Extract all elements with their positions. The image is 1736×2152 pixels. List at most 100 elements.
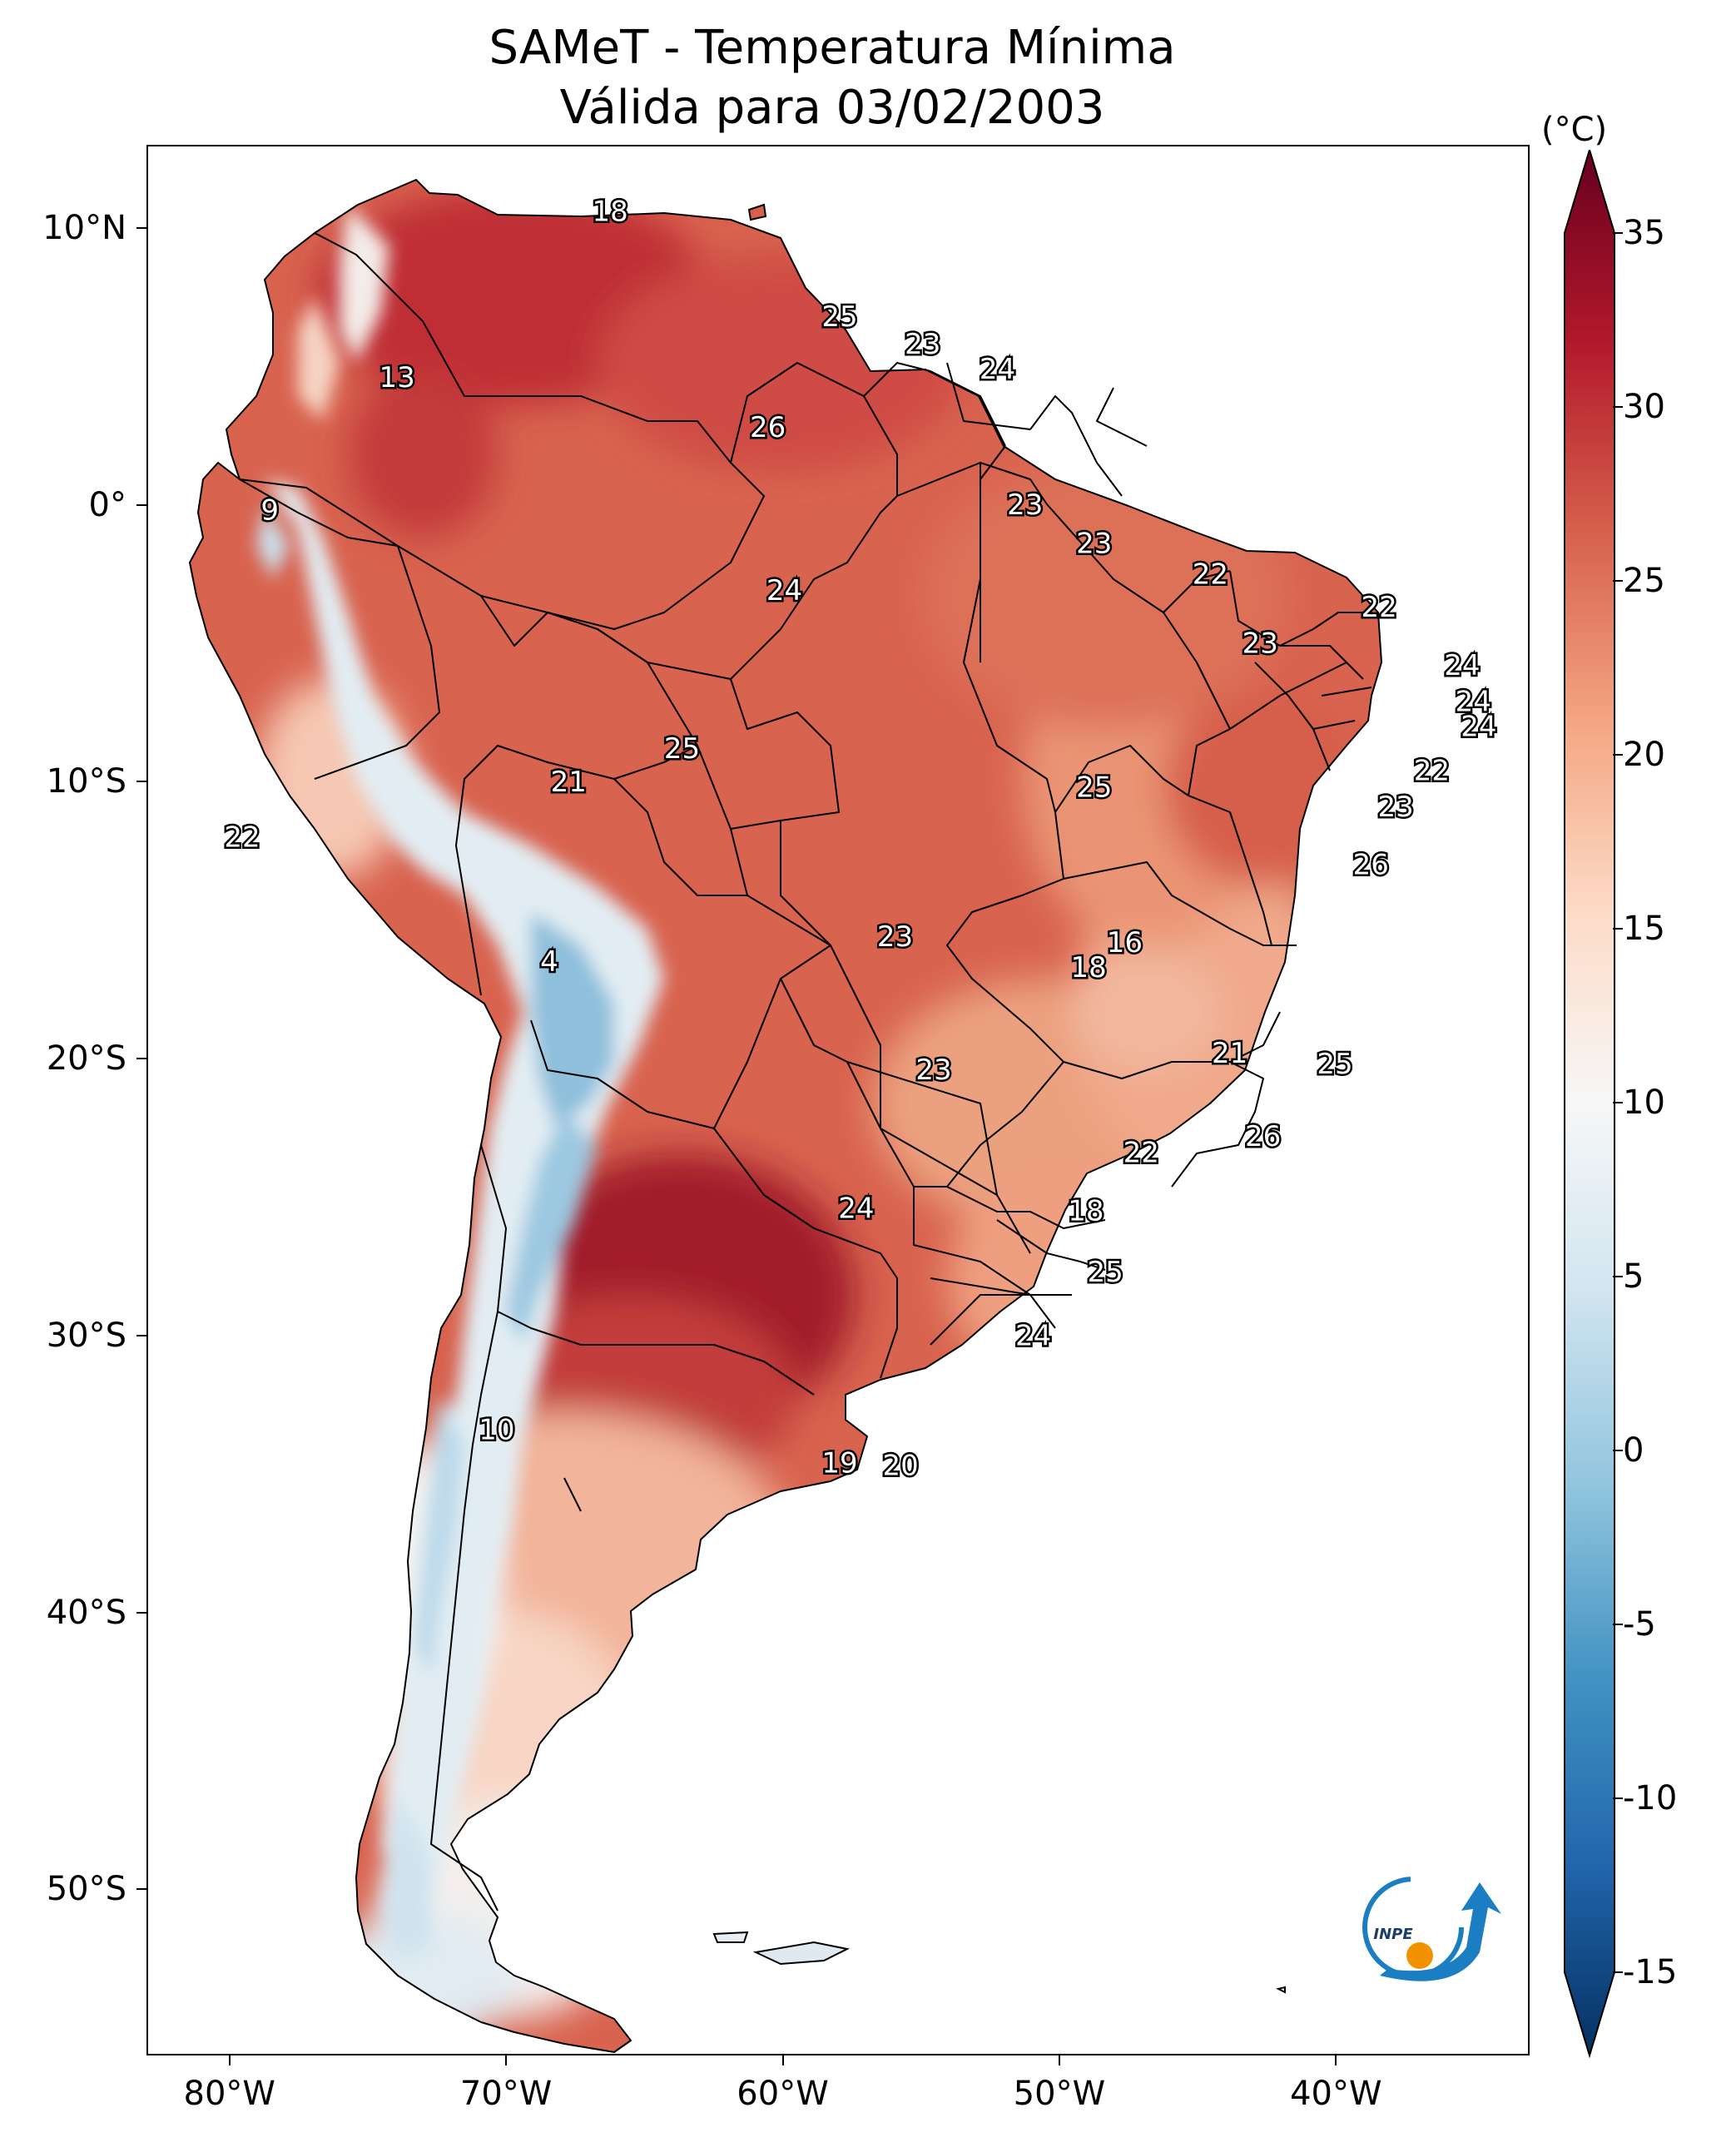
temperature-label: 24 — [980, 353, 1015, 386]
temperature-label: 26 — [750, 411, 786, 444]
lat-tick-label: 50°S — [46, 1870, 126, 1909]
temperature-label: 25 — [1317, 1048, 1352, 1081]
temperature-label: 23 — [877, 920, 913, 954]
country-borders — [189, 179, 1382, 2053]
colorbar-tick-label: 25 — [1623, 562, 1665, 600]
inpe-logo: INPE — [1362, 1877, 1501, 1981]
lat-tick-mark — [136, 503, 146, 506]
lon-tick-label: 70°W — [459, 2075, 553, 2113]
lat-tick-label: 0° — [88, 485, 126, 524]
lon-tick-mark — [1058, 2055, 1060, 2065]
temperature-label: 20 — [882, 1450, 918, 1483]
lat-tick-label: 40°S — [46, 1593, 126, 1632]
temperature-label: 23 — [1007, 488, 1043, 522]
lat-tick-mark — [136, 781, 146, 783]
colorbar-tick-mark — [1613, 1450, 1623, 1451]
islands — [712, 203, 1286, 1994]
temperature-label: 18 — [1068, 1195, 1104, 1228]
temperature-label: 24 — [1015, 1319, 1051, 1352]
temperature-label: 24 — [1444, 649, 1480, 682]
colorbar-tick-mark — [1613, 580, 1623, 582]
temperature-label: 25 — [1076, 771, 1112, 804]
temperature-label: 22 — [1414, 755, 1450, 788]
lat-tick-label: 10°N — [42, 208, 126, 247]
lat-tick-mark — [136, 226, 146, 229]
temperature-label: 18 — [1071, 951, 1107, 984]
temperature-label: 13 — [379, 361, 415, 394]
temperature-label: 25 — [821, 300, 857, 334]
temperature-label: 22 — [224, 821, 260, 854]
lon-tick-mark — [228, 2055, 231, 2065]
colorbar-tick-mark — [1613, 232, 1623, 234]
temperature-label: 24 — [766, 574, 802, 607]
lon-tick-label: 60°W — [737, 2075, 829, 2113]
colorbar-tick-label: 20 — [1623, 736, 1665, 774]
colorbar-tick-label: 10 — [1623, 1083, 1665, 1122]
temperature-label: 19 — [821, 1446, 857, 1480]
title-line-1: SAMeT - Temperatura Mínima — [489, 21, 1176, 75]
colorbar-tick-label: 15 — [1623, 910, 1665, 948]
colorbar-body — [1564, 150, 1615, 2059]
temperature-label: 25 — [1087, 1256, 1123, 1289]
lon-tick-mark — [781, 2055, 784, 2065]
colorbar-unit-label: (°C) — [1541, 111, 1608, 149]
temperature-label: 24 — [838, 1192, 874, 1225]
lat-tick-label: 20°S — [46, 1039, 126, 1078]
temperature-label: 23 — [915, 1054, 951, 1087]
lat-tick-mark — [136, 1058, 146, 1060]
colorbar-tick-mark — [1613, 406, 1623, 408]
temperature-label: 25 — [664, 732, 700, 766]
temperature-label: 18 — [592, 195, 627, 228]
title-line-2: Válida para 03/02/2003 — [559, 81, 1105, 135]
map-title: SAMeT - Temperatura Mínima Válida para 0… — [0, 18, 1664, 138]
temperature-label: 16 — [1107, 926, 1143, 959]
colorbar-tick-mark — [1613, 1102, 1623, 1103]
lon-tick-label: 80°W — [183, 2075, 275, 2113]
logo-swoosh-icon — [1380, 1882, 1501, 1981]
temperature-label: 21 — [1212, 1037, 1247, 1070]
colorbar-tick-mark — [1613, 1971, 1623, 1973]
colorbar-tick-mark — [1613, 1797, 1623, 1799]
colorbar-tick-mark — [1613, 754, 1623, 756]
temperature-label: 23 — [905, 328, 940, 361]
lat-tick-mark — [136, 1888, 146, 1891]
temperature-field — [190, 180, 1381, 2052]
temperature-label: 23 — [1242, 627, 1278, 660]
logo-dot-icon — [1406, 1942, 1433, 1969]
lon-tick-label: 40°W — [1290, 2075, 1382, 2113]
colorbar-tick-mark — [1613, 1624, 1623, 1625]
colorbar-tick-mark — [1613, 928, 1623, 930]
temperature-label: 23 — [1377, 791, 1413, 824]
lat-tick-mark — [136, 1611, 146, 1614]
colorbar — [1564, 150, 1615, 2059]
lat-tick-label: 30°S — [46, 1316, 126, 1355]
temperature-label: 26 — [1353, 849, 1389, 882]
lon-tick-mark — [505, 2055, 508, 2065]
temperature-label: 22 — [1362, 591, 1397, 624]
temperature-label: 22 — [1193, 558, 1228, 591]
lon-tick-mark — [1335, 2055, 1337, 2065]
temperature-label: 4 — [540, 945, 558, 979]
temperature-label: 24 — [1456, 685, 1491, 718]
map-panel[interactable]: 18 13 9 25 23 24 26 23 23 24 22 22 23 24 24 24 25 21 25 22 2… — [146, 145, 1530, 2055]
colorbar-tick-mark — [1613, 1276, 1623, 1277]
colorbar-tick-label: -10 — [1623, 1779, 1678, 1817]
colorbar-tick-label: -5 — [1623, 1605, 1656, 1644]
colorbar-tick-label: 0 — [1623, 1431, 1644, 1470]
temperature-label: 23 — [1076, 528, 1112, 561]
lat-tick-mark — [136, 1334, 146, 1336]
colorbar-tick-label: -15 — [1623, 1953, 1678, 1991]
temperature-label: 24 — [1461, 710, 1496, 743]
lon-tick-label: 50°W — [1013, 2075, 1106, 2113]
temperature-label: 26 — [1245, 1120, 1281, 1153]
temperature-label: 21 — [551, 766, 587, 799]
colorbar-tick-label: 35 — [1623, 214, 1665, 252]
colorbar-tick-label: 30 — [1623, 388, 1665, 426]
lat-tick-label: 10°S — [46, 762, 126, 801]
temperature-label: 22 — [1123, 1137, 1159, 1170]
colorbar-tick-label: 5 — [1623, 1257, 1644, 1296]
temperature-label: 9 — [260, 494, 279, 528]
temperature-label: 10 — [479, 1413, 514, 1446]
